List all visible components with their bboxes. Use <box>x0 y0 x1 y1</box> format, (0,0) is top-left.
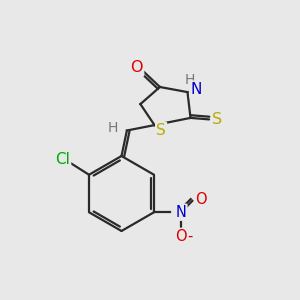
Text: S: S <box>212 112 223 127</box>
Text: S: S <box>156 123 166 138</box>
Text: O: O <box>195 192 207 207</box>
Text: O: O <box>175 229 187 244</box>
Text: N: N <box>190 82 202 97</box>
Text: H: H <box>185 73 195 86</box>
Text: N: N <box>176 205 186 220</box>
Text: -: - <box>188 229 193 244</box>
Text: Cl: Cl <box>55 152 70 167</box>
Text: O: O <box>130 60 143 75</box>
Text: H: H <box>107 121 118 135</box>
